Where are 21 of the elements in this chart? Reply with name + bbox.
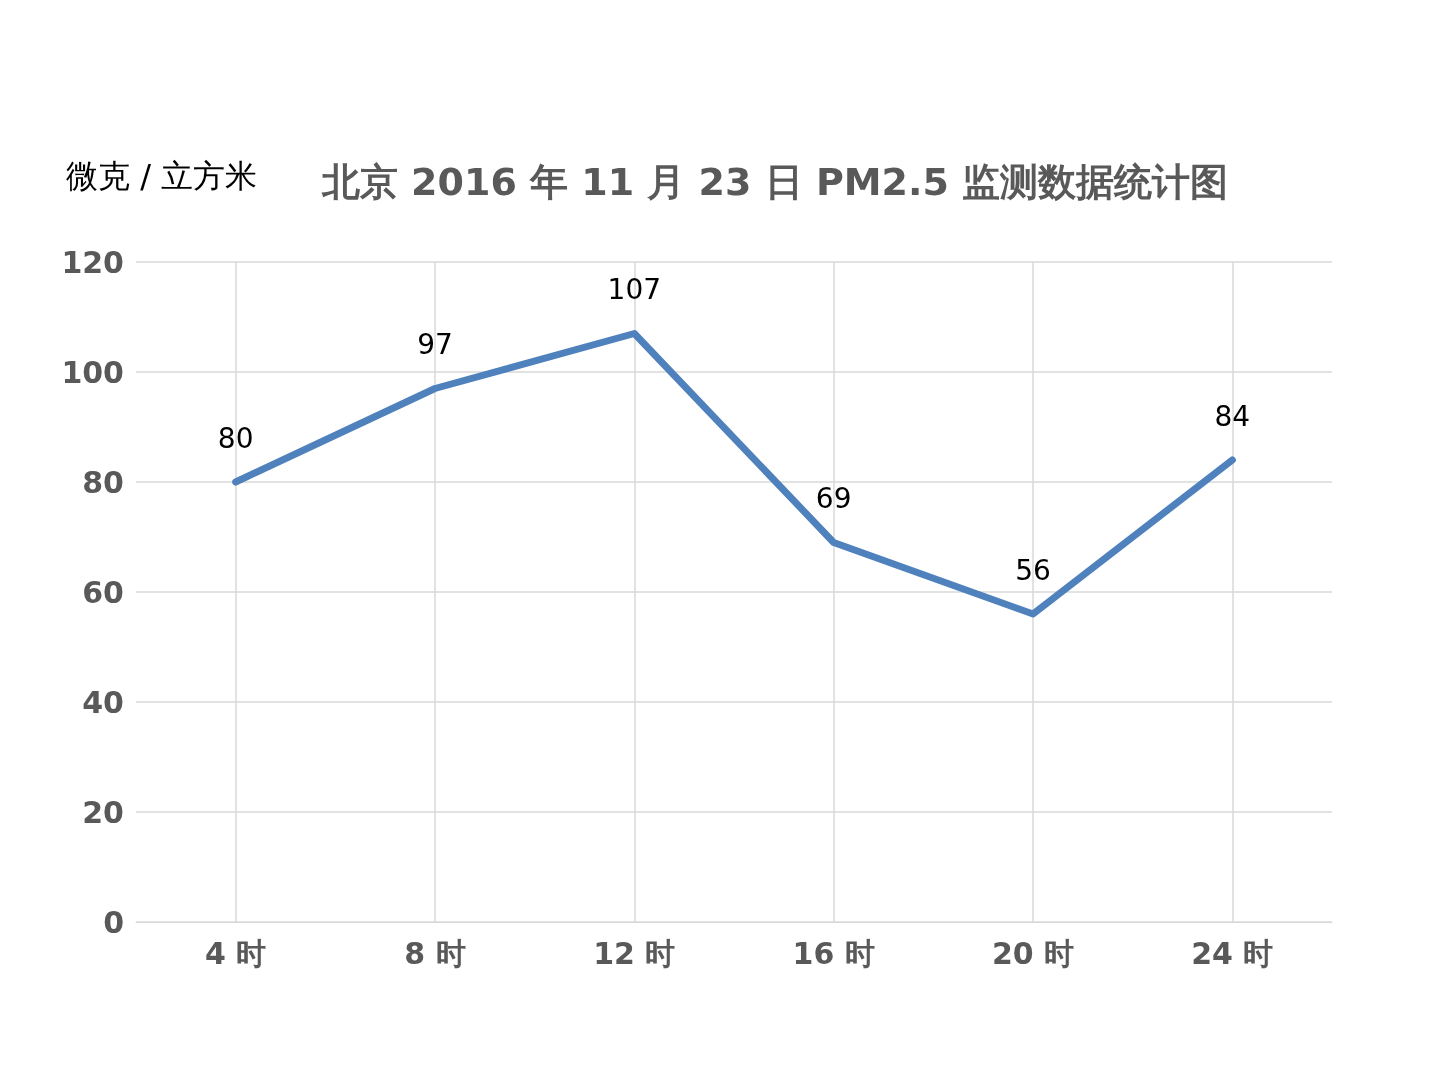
- x-tick-label: 12 时: [593, 935, 676, 971]
- x-tick-label: 4 时: [205, 935, 267, 971]
- data-label: 69: [815, 482, 852, 515]
- data-label: 97: [417, 328, 453, 361]
- y-tick-label: 60: [82, 574, 124, 610]
- y-tick-label: 20: [82, 794, 124, 830]
- y-tick-label: 100: [61, 354, 124, 390]
- data-label: 107: [607, 273, 662, 306]
- y-tick-label: 0: [103, 904, 124, 940]
- x-tick-label: 24 时: [1191, 935, 1274, 971]
- data-label: 56: [1015, 553, 1051, 587]
- y-tick-label: 40: [82, 684, 124, 720]
- x-tick-label: 16 时: [792, 935, 875, 971]
- x-tick-label: 8 时: [404, 935, 466, 971]
- y-tick-label: 80: [82, 464, 124, 500]
- y-tick-label: 120: [61, 244, 124, 280]
- x-tick-label: 20 时: [991, 935, 1075, 971]
- data-label: 84: [1214, 399, 1251, 433]
- chart-title: 北京 2016 年 11 月 23 日 PM2.5 监测数据统计图: [320, 160, 1229, 204]
- data-label: 80: [217, 421, 254, 455]
- y-axis-title: 微克 / 立方米: [66, 157, 258, 195]
